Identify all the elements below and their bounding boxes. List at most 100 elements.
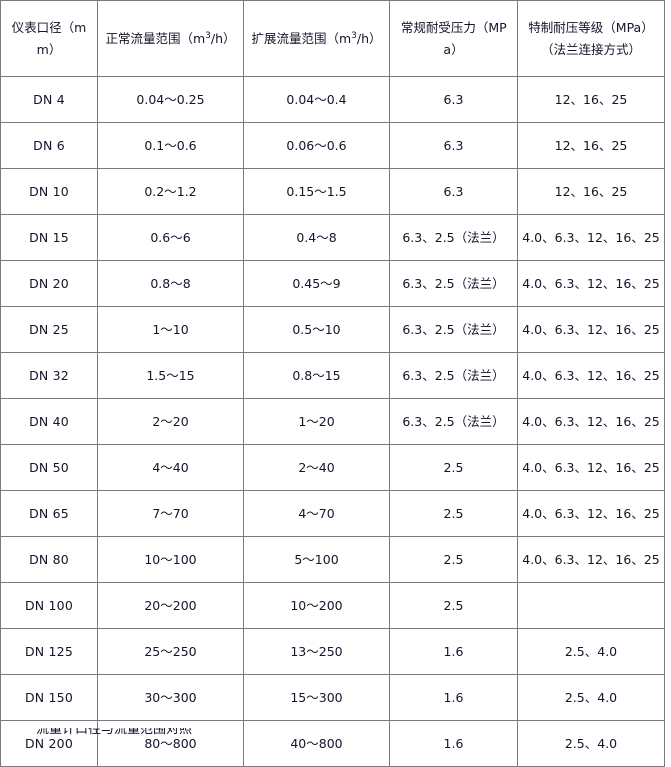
column-header-diameter-line2: m） <box>36 41 62 57</box>
table-row: DN 125 25～250 13～250 1.6 2.5、4.0 <box>0 628 665 675</box>
cell-normal_flow: 1.5～15 <box>97 352 244 399</box>
cell-extended_flow: 0.04～0.4 <box>243 76 390 123</box>
cell-special_pressure: 4.0、6.3、12、16、25 <box>517 306 665 353</box>
superscript-three: 3 <box>351 30 357 41</box>
column-header-normal-pressure-line2: a） <box>443 41 464 57</box>
cell-normal_pressure: 2.5 <box>389 444 518 491</box>
cell-normal_pressure: 6.3 <box>389 168 518 215</box>
cell-extended_flow: 0.15～1.5 <box>243 168 390 215</box>
cell-diameter: DN 32 <box>0 352 98 399</box>
table-row: DN 80 10～100 5～100 2.5 4.0、6.3、12、16、25 <box>0 536 665 583</box>
cell-extended_flow: 0.8～15 <box>243 352 390 399</box>
cell-normal_flow: 0.04～0.25 <box>97 76 244 123</box>
cell-diameter: DN 80 <box>0 536 98 583</box>
table-header-row: 仪表口径（mm） 正常流量范围（m3/h） 扩展流量范围（m3/h） 常规耐受压… <box>0 0 665 77</box>
cell-normal_flow: 0.8～8 <box>97 260 244 307</box>
cell-diameter: DN 20 <box>0 260 98 307</box>
cell-special_pressure: 4.0、6.3、12、16、25 <box>517 214 665 261</box>
cell-special_pressure: 4.0、6.3、12、16、25 <box>517 352 665 399</box>
cell-normal_flow: 25～250 <box>97 628 244 675</box>
cell-diameter: DN 125 <box>0 628 98 675</box>
column-header-normal-flow-suffix: /h） <box>210 30 236 46</box>
cell-extended_flow: 2～40 <box>243 444 390 491</box>
table-header: 仪表口径（mm） 正常流量范围（m3/h） 扩展流量范围（m3/h） 常规耐受压… <box>0 0 665 77</box>
cell-normal_pressure: 6.3 <box>389 122 518 169</box>
table-row: DN 32 1.5～15 0.8～15 6.3、2.5（法兰） 4.0、6.3、12、1… <box>0 352 665 399</box>
cell-normal_flow: 20～200 <box>97 582 244 629</box>
table-row: DN 65 7～70 4～70 2.5 4.0、6.3、12、16、25 <box>0 490 665 537</box>
table-row: DN 25 1～10 0.5～10 6.3、2.5（法兰） 4.0、6.3、12、16、… <box>0 306 665 353</box>
cell-normal_pressure: 6.3、2.5（法兰） <box>389 260 518 307</box>
column-header-diameter: 仪表口径（m m） <box>0 0 98 77</box>
cell-extended_flow: 15～300 <box>243 674 390 721</box>
column-header-diameter-line1: 仪表口径（m <box>11 19 87 35</box>
cell-special_pressure: 2.5、4.0 <box>517 674 665 721</box>
cell-extended_flow: 0.06～0.6 <box>243 122 390 169</box>
cell-extended_flow: 1～20 <box>243 398 390 445</box>
cell-normal_flow: 0.6～6 <box>97 214 244 261</box>
table-row: DN 40 2～20 1～20 6.3、2.5（法兰） 4.0、6.3、12、16、25 <box>0 398 665 445</box>
cell-extended_flow: 0.5～10 <box>243 306 390 353</box>
cell-normal_pressure: 1.6 <box>389 628 518 675</box>
table-row: DN 15 0.6～6 0.4～8 6.3、2.5（法兰） 4.0、6.3、12、16、… <box>0 214 665 261</box>
table-row: DN 20 0.8～8 0.45～9 6.3、2.5（法兰） 4.0、6.3、12、16… <box>0 260 665 307</box>
cell-normal_flow: 30～300 <box>97 674 244 721</box>
cell-extended_flow: 5～100 <box>243 536 390 583</box>
table-row: DN 150 30～300 15～300 1.6 2.5、4.0 <box>0 674 665 721</box>
column-header-extended-flow: 扩展流量范围（m3/h） <box>243 0 390 77</box>
superscript-three: 3 <box>205 30 211 41</box>
cell-extended_flow: 0.4～8 <box>243 214 390 261</box>
column-header-normal-flow-prefix: 正常流量范围（m <box>105 30 206 46</box>
cell-extended_flow: 4～70 <box>243 490 390 537</box>
cell-normal_pressure: 6.3 <box>389 76 518 123</box>
column-header-normal-pressure: 常规耐受压力（MP a） <box>389 0 518 77</box>
table-row: DN 100 20～200 10～200 2.5 <box>0 582 665 629</box>
footer-caption-text: 流量计口径与流量范围对照 <box>36 728 193 737</box>
table-row: DN 50 4～40 2～40 2.5 4.0、6.3、12、16、25 <box>0 444 665 491</box>
cell-special_pressure: 4.0、6.3、12、16、25 <box>517 490 665 537</box>
table-row: DN 10 0.2～1.2 0.15～1.5 6.3 12、16、25 <box>0 168 665 215</box>
cell-normal_flow: 0.1～0.6 <box>97 122 244 169</box>
cell-diameter: DN 100 <box>0 582 98 629</box>
cell-normal_pressure: 6.3、2.5（法兰） <box>389 352 518 399</box>
cell-diameter: DN 6 <box>0 122 98 169</box>
column-header-special-pressure-line1: 特制耐压等级（MPa）（法 <box>528 19 654 57</box>
cell-normal_flow: 4～40 <box>97 444 244 491</box>
cell-normal_flow: 7～70 <box>97 490 244 537</box>
cell-diameter: DN 150 <box>0 674 98 721</box>
cell-special_pressure <box>517 582 665 629</box>
cell-special_pressure: 4.0、6.3、12、16、25 <box>517 260 665 307</box>
cell-normal_flow: 10～100 <box>97 536 244 583</box>
cell-diameter: DN 4 <box>0 76 98 123</box>
cell-normal_flow: 2～20 <box>97 398 244 445</box>
cell-special_pressure: 2.5、4.0 <box>517 628 665 675</box>
cell-extended_flow: 0.45～9 <box>243 260 390 307</box>
cell-normal_pressure: 6.3、2.5（法兰） <box>389 214 518 261</box>
cell-diameter: DN 15 <box>0 214 98 261</box>
cell-normal_pressure: 2.5 <box>389 582 518 629</box>
cell-normal_flow: 0.2～1.2 <box>97 168 244 215</box>
column-header-normal-flow: 正常流量范围（m3/h） <box>97 0 244 77</box>
cell-normal_pressure: 2.5 <box>389 536 518 583</box>
column-header-extended-flow-suffix: /h） <box>356 30 382 46</box>
cell-diameter: DN 65 <box>0 490 98 537</box>
cell-extended_flow: 10～200 <box>243 582 390 629</box>
column-header-special-pressure: 特制耐压等级（MPa）（法兰连接方式） <box>517 0 665 77</box>
cell-diameter: DN 25 <box>0 306 98 353</box>
cell-normal_flow: 1～10 <box>97 306 244 353</box>
cell-normal_pressure: 2.5 <box>389 490 518 537</box>
cell-normal_pressure: 1.6 <box>389 674 518 721</box>
cell-special_pressure: 4.0、6.3、12、16、25 <box>517 536 665 583</box>
table-body: DN 4 0.04～0.25 0.04～0.4 6.3 12、16、25 DN 6 0.1～… <box>0 76 665 767</box>
cell-special_pressure: 12、16、25 <box>517 168 665 215</box>
cell-extended_flow: 13～250 <box>243 628 390 675</box>
column-header-normal-pressure-line1: 常规耐受压力（MP <box>400 19 507 35</box>
table-row: DN 4 0.04～0.25 0.04～0.4 6.3 12、16、25 <box>0 76 665 123</box>
cell-diameter: DN 50 <box>0 444 98 491</box>
cell-diameter: DN 40 <box>0 398 98 445</box>
cell-special_pressure: 12、16、25 <box>517 76 665 123</box>
cell-diameter: DN 10 <box>0 168 98 215</box>
table-row: DN 6 0.1～0.6 0.06～0.6 6.3 12、16、25 <box>0 122 665 169</box>
